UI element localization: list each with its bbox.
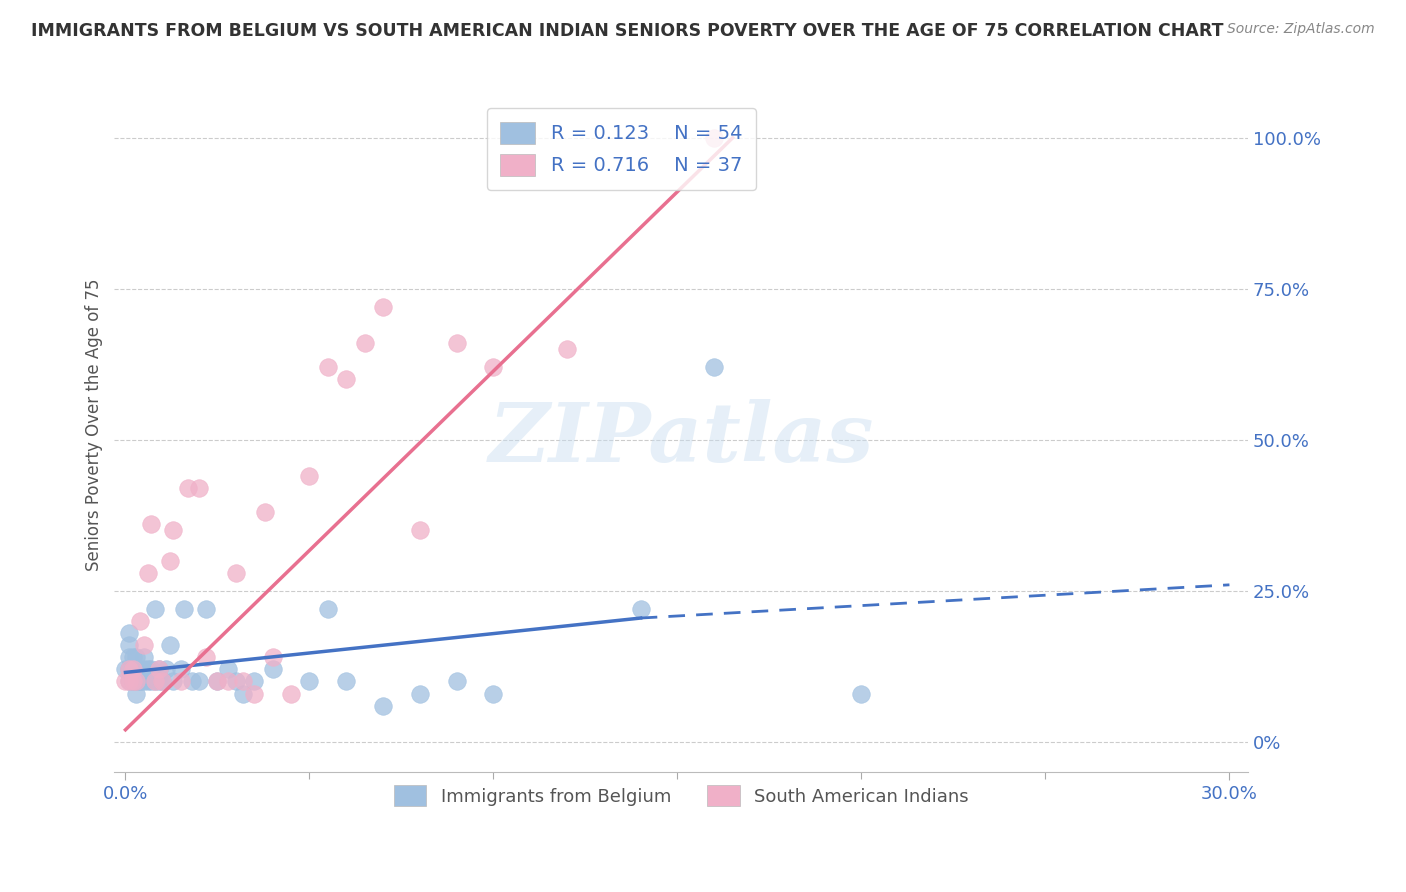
Point — [851, 687, 873, 701]
Point — [118, 638, 141, 652]
Point — [169, 662, 191, 676]
Text: Source: ZipAtlas.com: Source: ZipAtlas.com — [1227, 22, 1375, 37]
Point — [114, 674, 136, 689]
Point — [121, 662, 143, 676]
Point — [118, 662, 141, 676]
Point — [335, 372, 357, 386]
Point — [482, 687, 505, 701]
Point — [162, 674, 184, 689]
Point — [316, 360, 339, 375]
Point — [121, 650, 143, 665]
Point — [280, 687, 302, 701]
Point — [232, 674, 254, 689]
Point — [159, 554, 181, 568]
Point — [125, 674, 148, 689]
Point — [703, 360, 725, 375]
Point — [141, 517, 163, 532]
Point — [121, 674, 143, 689]
Point — [353, 336, 375, 351]
Y-axis label: Seniors Poverty Over the Age of 75: Seniors Poverty Over the Age of 75 — [86, 278, 103, 571]
Point — [125, 687, 148, 701]
Point — [129, 674, 152, 689]
Point — [121, 674, 143, 689]
Point — [207, 674, 229, 689]
Point — [125, 674, 148, 689]
Point — [136, 566, 159, 580]
Point — [232, 687, 254, 701]
Point — [218, 662, 240, 676]
Point — [207, 674, 229, 689]
Point — [121, 674, 143, 689]
Point — [150, 674, 173, 689]
Point — [132, 638, 155, 652]
Point — [159, 638, 181, 652]
Point — [155, 662, 177, 676]
Point — [129, 662, 152, 676]
Point — [298, 469, 321, 483]
Point — [243, 687, 266, 701]
Point — [169, 674, 191, 689]
Point — [118, 650, 141, 665]
Point — [195, 650, 218, 665]
Point — [188, 481, 211, 495]
Point — [143, 602, 166, 616]
Point — [316, 602, 339, 616]
Point — [225, 674, 247, 689]
Point — [125, 662, 148, 676]
Legend: Immigrants from Belgium, South American Indians: Immigrants from Belgium, South American … — [385, 776, 977, 815]
Point — [118, 674, 141, 689]
Point — [129, 674, 152, 689]
Point — [136, 674, 159, 689]
Point — [132, 674, 155, 689]
Point — [262, 650, 284, 665]
Point — [132, 650, 155, 665]
Point — [630, 602, 652, 616]
Point — [482, 360, 505, 375]
Point — [148, 662, 170, 676]
Point — [118, 674, 141, 689]
Point — [180, 674, 202, 689]
Point — [298, 674, 321, 689]
Point — [262, 662, 284, 676]
Point — [125, 650, 148, 665]
Point — [243, 674, 266, 689]
Point — [143, 674, 166, 689]
Point — [195, 602, 218, 616]
Point — [143, 674, 166, 689]
Point — [118, 662, 141, 676]
Point — [129, 614, 152, 628]
Point — [409, 524, 432, 538]
Point — [177, 481, 200, 495]
Point — [335, 674, 357, 689]
Point — [703, 131, 725, 145]
Point — [118, 626, 141, 640]
Point — [409, 687, 432, 701]
Text: IMMIGRANTS FROM BELGIUM VS SOUTH AMERICAN INDIAN SENIORS POVERTY OVER THE AGE OF: IMMIGRANTS FROM BELGIUM VS SOUTH AMERICA… — [31, 22, 1223, 40]
Point — [254, 505, 277, 519]
Point — [148, 674, 170, 689]
Point — [141, 674, 163, 689]
Point — [132, 662, 155, 676]
Point — [141, 662, 163, 676]
Point — [188, 674, 211, 689]
Point — [446, 336, 468, 351]
Point — [121, 662, 143, 676]
Point — [125, 674, 148, 689]
Point — [371, 698, 394, 713]
Point — [150, 674, 173, 689]
Point — [148, 662, 170, 676]
Point — [162, 524, 184, 538]
Point — [446, 674, 468, 689]
Point — [555, 343, 578, 357]
Point — [136, 662, 159, 676]
Point — [173, 602, 195, 616]
Point — [371, 300, 394, 314]
Point — [114, 662, 136, 676]
Text: ZIPatlas: ZIPatlas — [488, 399, 875, 479]
Point — [218, 674, 240, 689]
Point — [225, 566, 247, 580]
